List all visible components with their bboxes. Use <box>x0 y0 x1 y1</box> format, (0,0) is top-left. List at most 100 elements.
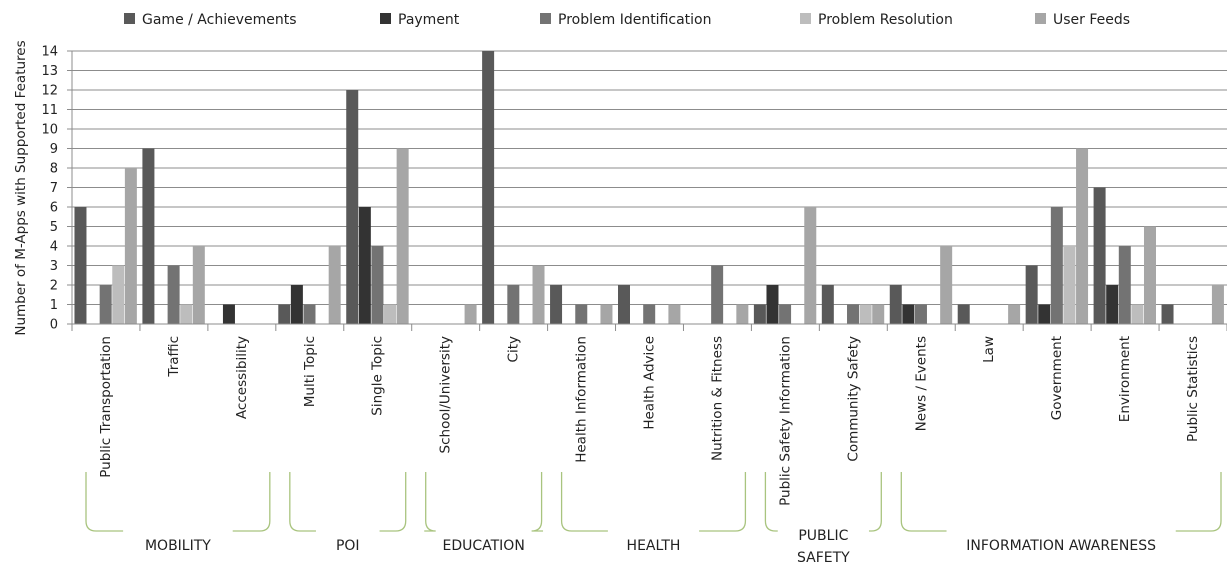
x-tick-label-single-topic: Single Topic <box>370 336 386 416</box>
x-tick-label-news-events: News / Events <box>913 336 929 431</box>
bar-problem-resolution-public-transportation <box>112 265 125 324</box>
bar-user-feeds-news-events <box>940 246 953 324</box>
bar-game-achievements-multi-topic <box>278 304 291 324</box>
x-tick-label-public-statistics: Public Statistics <box>1185 336 1201 442</box>
bar-problem-identification-nutrition-fitness <box>711 265 724 324</box>
bar-user-feeds-single-topic <box>396 148 409 324</box>
bar-user-feeds-health-information <box>600 304 613 324</box>
y-tick-label: 2 <box>50 279 58 294</box>
bar-user-feeds-nutrition-fitness <box>736 304 749 324</box>
x-tick-label-city: City <box>506 336 522 362</box>
axes <box>71 51 1227 331</box>
legend-label-game-achievements: Game / Achievements <box>142 12 297 28</box>
bar-game-achievements-news-events <box>889 285 902 324</box>
x-tick-label-multi-topic: Multi Topic <box>302 336 318 407</box>
legend-label-payment: Payment <box>398 12 460 28</box>
x-tick-label-school-university: School/University <box>438 336 454 453</box>
bar-game-achievements-environment <box>1093 187 1106 324</box>
legend-label-user-feeds: User Feeds <box>1053 12 1130 28</box>
x-tick-label-government: Government <box>1049 336 1065 420</box>
x-tick-label-health-information: Health Information <box>574 336 590 463</box>
group-label-education: EDUCATION <box>442 538 524 554</box>
bar-problem-resolution-environment <box>1131 304 1144 324</box>
bar-user-feeds-school-university <box>464 304 477 324</box>
bar-problem-identification-health-information <box>575 304 588 324</box>
bar-user-feeds-environment <box>1143 226 1156 324</box>
legend-swatch-user-feeds <box>1035 13 1046 24</box>
bar-problem-resolution-single-topic <box>384 304 397 324</box>
bar-payment-accessibility <box>222 304 235 324</box>
y-tick-label: 3 <box>50 259 58 274</box>
y-tick-label: 9 <box>50 142 58 157</box>
bar-problem-identification-city <box>507 285 520 324</box>
bar-user-feeds-community-safety <box>872 304 885 324</box>
bar-game-achievements-government <box>1025 265 1038 324</box>
group-label-public-safety: PUBLIC SAFETY <box>797 528 850 566</box>
bar-problem-identification-single-topic <box>371 246 384 324</box>
legend-swatch-problem-resolution <box>800 13 811 24</box>
bar-problem-identification-health-advice <box>643 304 656 324</box>
bar-payment-government <box>1038 304 1051 324</box>
group-bracket-information-awareness <box>900 472 1222 532</box>
bar-game-achievements-city <box>482 51 495 324</box>
legend-label-problem-identification: Problem Identification <box>558 12 711 28</box>
bar-user-feeds-public-safety-information <box>804 207 817 324</box>
bar-game-achievements-single-topic <box>346 90 359 324</box>
y-tick-label: 1 <box>50 298 58 313</box>
bar-problem-resolution-traffic <box>180 304 193 324</box>
bar-payment-single-topic <box>358 207 371 324</box>
bar-user-feeds-government <box>1076 148 1089 324</box>
x-tick-label-traffic: Traffic <box>166 336 182 378</box>
bar-user-feeds-city <box>532 265 545 324</box>
bar-problem-identification-news-events <box>914 304 927 324</box>
group-bracket-public-safety <box>764 472 882 532</box>
group-bracket-poi <box>289 472 407 532</box>
bar-payment-environment <box>1106 285 1119 324</box>
bar-game-achievements-public-transportation <box>74 207 87 324</box>
group-bracket-mobility <box>85 472 271 532</box>
group-label-health: HEALTH <box>627 538 681 554</box>
x-tick-label-accessibility: Accessibility <box>234 336 250 419</box>
x-axis-category-labels: Public Transportation Traffic Accessibilit… <box>98 336 1201 506</box>
x-tick-label-community-safety: Community Safety <box>845 336 861 462</box>
category-groups: MOBILITY POI EDUCATION HEALTH PUBLIC SAFETY IN… <box>85 472 1222 566</box>
bar-problem-identification-multi-topic <box>303 304 316 324</box>
bar-game-achievements-public-safety-information <box>753 304 766 324</box>
group-label-mobility: MOBILITY <box>145 538 211 554</box>
bar-game-achievements-community-safety <box>821 285 834 324</box>
group-label-poi: POI <box>336 538 360 554</box>
y-tick-label: 5 <box>50 220 58 235</box>
y-tick-label: 0 <box>50 318 58 333</box>
gridlines <box>72 50 1227 325</box>
y-tick-label: 11 <box>41 103 58 118</box>
y-tick-label: 4 <box>50 240 58 255</box>
x-tick-label-environment: Environment <box>1117 336 1133 422</box>
y-tick-label: 7 <box>50 181 58 196</box>
bar-user-feeds-multi-topic <box>328 246 341 324</box>
bar-game-achievements-public-statistics <box>1161 304 1174 324</box>
bar-problem-identification-public-safety-information <box>779 304 792 324</box>
legend-swatch-game-achievements <box>124 13 135 24</box>
bar-payment-news-events <box>902 304 915 324</box>
y-tick-label: 12 <box>41 84 58 99</box>
x-tick-label-public-safety-information: Public Safety Information <box>777 336 793 506</box>
legend-swatch-problem-identification <box>540 13 551 24</box>
bar-user-feeds-law <box>1008 304 1021 324</box>
bar-game-achievements-law <box>957 304 970 324</box>
bar-game-achievements-health-information <box>550 285 563 324</box>
bar-game-achievements-traffic <box>142 148 155 324</box>
y-tick-label: 13 <box>41 64 58 79</box>
bar-payment-multi-topic <box>290 285 303 324</box>
bar-problem-identification-community-safety <box>847 304 860 324</box>
y-axis-title: Number of M-Apps with Supported Features <box>13 40 29 335</box>
y-tick-label: 8 <box>50 162 58 177</box>
bar-problem-identification-government <box>1050 207 1063 324</box>
group-label-information-awareness: INFORMATION AWARENESS <box>966 538 1156 554</box>
group-bracket-education <box>424 472 544 532</box>
legend-label-problem-resolution: Problem Resolution <box>818 12 953 28</box>
legend: Game / Achievements Payment Problem Identi… <box>124 12 1130 28</box>
bar-payment-public-safety-information <box>766 285 779 324</box>
y-tick-label: 10 <box>41 123 58 138</box>
bar-user-feeds-public-statistics <box>1211 285 1224 324</box>
